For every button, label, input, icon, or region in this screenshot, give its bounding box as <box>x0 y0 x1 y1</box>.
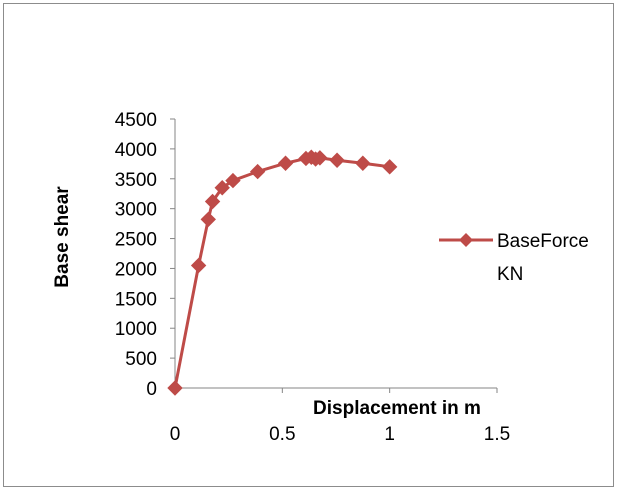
data-point <box>225 172 241 189</box>
data-point <box>381 159 398 175</box>
series-layer <box>167 149 398 396</box>
chart-svg: 0 500 1000 1500 2000 2500 3000 3500 4000 4500 0 0.5… <box>52 110 589 445</box>
data-point <box>277 155 294 171</box>
y-tick-label: 4000 <box>115 140 157 161</box>
x-tick-label: 0.5 <box>269 424 295 445</box>
y-axis-title: Base shear <box>52 186 73 288</box>
series-line <box>173 155 390 389</box>
x-axis-title: Displacement in m <box>313 398 481 419</box>
y-tick-label: 3000 <box>115 200 157 221</box>
data-point <box>355 155 371 171</box>
data-point <box>249 163 266 180</box>
y-tick-label: 500 <box>125 349 157 370</box>
y-tick-label: 1000 <box>115 319 157 340</box>
data-point <box>190 257 207 274</box>
x-tick-label: 1.5 <box>484 424 510 445</box>
legend-label: BaseForce <box>497 231 589 252</box>
data-point <box>312 150 328 166</box>
y-tick-label: 0 <box>146 379 157 400</box>
tick-labels: 0 500 1000 1500 2000 2500 3000 3500 4000 4500 0 0.5… <box>115 110 510 445</box>
x-tick-label: 0 <box>170 424 181 445</box>
x-tick-label: 1 <box>384 424 395 445</box>
y-tick-label: 2000 <box>115 259 157 280</box>
data-point <box>167 380 183 396</box>
data-point <box>204 193 221 210</box>
legend-label: KN <box>497 264 523 285</box>
data-point <box>214 180 230 196</box>
chart-area: 0 500 1000 1500 2000 2500 3000 3500 4000 4500 0 0.5… <box>3 3 614 487</box>
legend-marker <box>459 233 473 247</box>
data-point <box>329 152 345 168</box>
y-tick-label: 1500 <box>115 289 157 310</box>
y-tick-label: 3500 <box>115 170 157 191</box>
data-point <box>200 211 216 228</box>
y-tick-label: 4500 <box>115 110 157 131</box>
y-tick-label: 2500 <box>115 230 157 251</box>
legend: BaseForce KN <box>439 231 589 285</box>
